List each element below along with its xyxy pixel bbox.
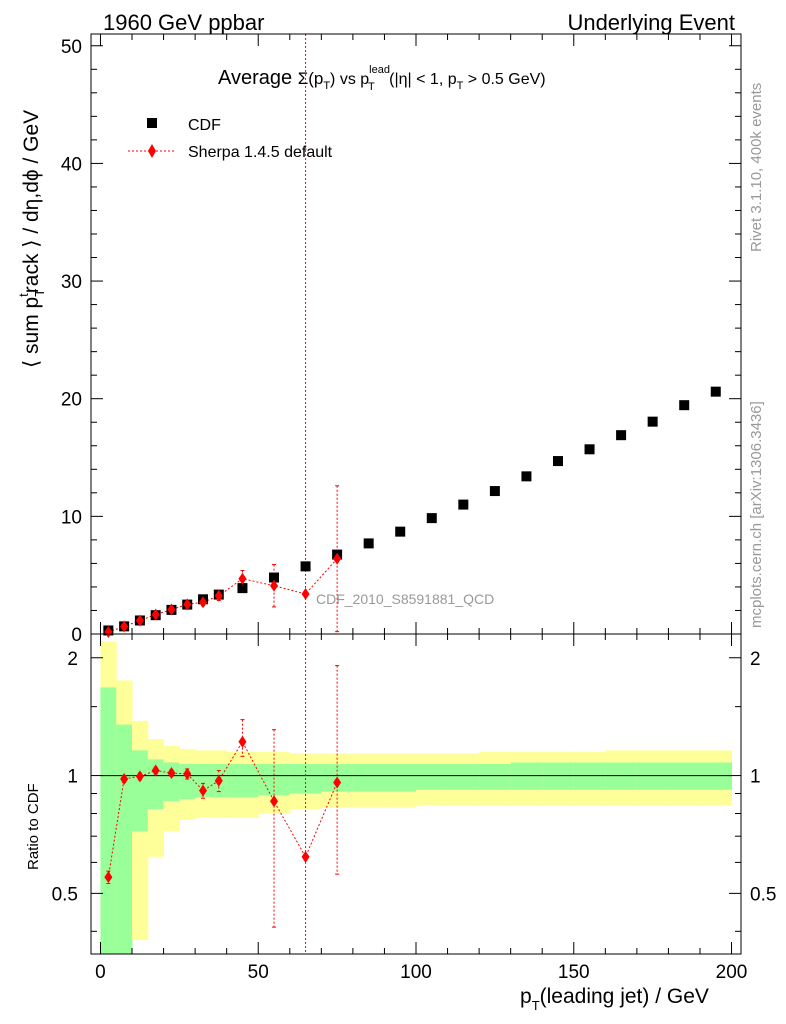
cdf-point bbox=[679, 400, 690, 411]
ratio-sherpa-point bbox=[104, 871, 113, 884]
ratio-y-tick-label-right: 0.5 bbox=[750, 884, 776, 905]
band-inner-segment bbox=[510, 762, 543, 790]
legend-cdf-marker bbox=[147, 118, 157, 128]
header-left-label: 1960 GeV ppbar bbox=[103, 10, 264, 35]
cdf-point bbox=[616, 430, 627, 441]
sherpa-point bbox=[270, 579, 279, 592]
legend-sherpa-marker bbox=[148, 144, 156, 158]
legend-sherpa-label: Sherpa 1.4.5 default bbox=[188, 144, 333, 161]
mcplots-label: mcplots.cern.ch [arXiv:1306.3436] bbox=[748, 401, 765, 628]
ratio-sherpa-point bbox=[333, 776, 342, 789]
band-inner-segment bbox=[226, 764, 259, 798]
cdf-point bbox=[458, 499, 469, 510]
cdf-point bbox=[521, 471, 532, 482]
cdf-point bbox=[395, 526, 406, 537]
y-tick-label: 10 bbox=[61, 507, 82, 528]
band-inner-segment bbox=[605, 762, 638, 790]
band-inner-segment bbox=[573, 762, 606, 790]
x-tick-label: 100 bbox=[400, 962, 432, 983]
x-tick-label: 50 bbox=[248, 962, 269, 983]
x-tick-label: 0 bbox=[95, 962, 106, 983]
cdf-point bbox=[363, 538, 374, 549]
band-inner-segment bbox=[447, 764, 480, 790]
cdf-point bbox=[647, 416, 658, 427]
ratio-y-tick-label-left: 2 bbox=[67, 649, 78, 670]
band-inner-segment bbox=[542, 762, 575, 790]
ratio-y-tick-label-left: 1 bbox=[67, 767, 78, 788]
ratio-sherpa-point bbox=[199, 784, 208, 797]
band-inner-segment bbox=[116, 724, 133, 954]
ratio-y-tick-label-right: 1 bbox=[750, 767, 761, 788]
sherpa-point bbox=[167, 603, 176, 616]
band-inner-segment bbox=[100, 687, 117, 954]
analysis-tag: CDF_2010_S8591881_QCD bbox=[316, 591, 494, 607]
cdf-point bbox=[489, 486, 500, 497]
ratio-uncertainty-bands bbox=[100, 641, 733, 954]
band-inner-segment bbox=[179, 764, 196, 800]
cdf-point bbox=[237, 583, 248, 594]
sherpa-point bbox=[301, 588, 310, 600]
ratio-y-axis-label: Ratio to CDF bbox=[25, 783, 42, 870]
main-plot-marks bbox=[103, 34, 721, 638]
legend-cdf-label: CDF bbox=[188, 117, 221, 134]
band-inner-segment bbox=[416, 764, 449, 790]
main-y-axis-label: ⟨ sum pTtrack ⟩ / dη,dϕ / GeV bbox=[16, 110, 47, 368]
band-inner-segment bbox=[668, 762, 701, 790]
sherpa-point bbox=[238, 572, 247, 585]
y-tick-label: 20 bbox=[61, 390, 82, 411]
axis-ticks: 0 50 100 150 200 0 10 20 30 40 50 0.5 0.5 1 1 2 2 bbox=[52, 34, 776, 983]
sherpa-point bbox=[104, 626, 113, 638]
sherpa-point bbox=[183, 598, 192, 611]
cdf-point bbox=[300, 561, 311, 572]
x-tick-label: 200 bbox=[716, 962, 748, 983]
y-tick-label: 50 bbox=[61, 37, 82, 58]
sherpa-point bbox=[199, 596, 208, 609]
band-inner-segment bbox=[699, 762, 733, 790]
ratio-sherpa-point bbox=[167, 767, 176, 780]
ratio-y-tick-label-left: 0.5 bbox=[52, 884, 78, 905]
ratio-sherpa-point bbox=[238, 735, 247, 748]
band-inner-segment bbox=[384, 764, 417, 792]
legend: CDF Sherpa 1.4.5 default bbox=[128, 117, 333, 161]
cdf-point bbox=[710, 386, 721, 397]
sherpa-point bbox=[333, 552, 342, 565]
ratio-sherpa-point bbox=[151, 764, 160, 777]
cdf-point bbox=[552, 456, 563, 467]
band-inner-segment bbox=[636, 762, 669, 790]
rivet-label: Rivet 3.1.10, 400k events bbox=[748, 83, 765, 252]
ratio-sherpa-point bbox=[183, 767, 192, 780]
ratio-sherpa-point bbox=[135, 770, 144, 783]
band-inner-segment bbox=[195, 764, 212, 798]
x-tick-label: 150 bbox=[558, 962, 590, 983]
y-tick-label: 0 bbox=[71, 625, 82, 646]
ratio-plot-marks bbox=[104, 634, 342, 954]
header-right-label: Underlying Event bbox=[567, 10, 735, 35]
sherpa-point bbox=[120, 620, 129, 633]
ratio-sherpa-point bbox=[120, 772, 129, 785]
ratio-y-tick-label-right: 2 bbox=[750, 649, 761, 670]
x-axis-label: pT(leading jet) / GeV bbox=[520, 985, 709, 1013]
ratio-sherpa-point bbox=[270, 795, 279, 808]
sherpa-point bbox=[135, 614, 144, 627]
y-tick-label: 40 bbox=[61, 154, 82, 175]
band-inner-segment bbox=[352, 764, 385, 792]
y-tick-label: 30 bbox=[61, 272, 82, 293]
plot-title: Average Σ(pT) vs plead T (|η| < 1, pT > 0… bbox=[218, 64, 546, 93]
sherpa-point bbox=[151, 608, 160, 621]
band-inner-segment bbox=[479, 764, 512, 790]
ratio-sherpa-point bbox=[301, 850, 310, 863]
band-inner-segment bbox=[132, 750, 149, 832]
cdf-point bbox=[584, 444, 595, 455]
sherpa-point bbox=[214, 589, 223, 602]
cdf-point bbox=[269, 572, 280, 583]
cdf-point bbox=[426, 513, 437, 524]
ratio-sherpa-point bbox=[214, 774, 223, 787]
